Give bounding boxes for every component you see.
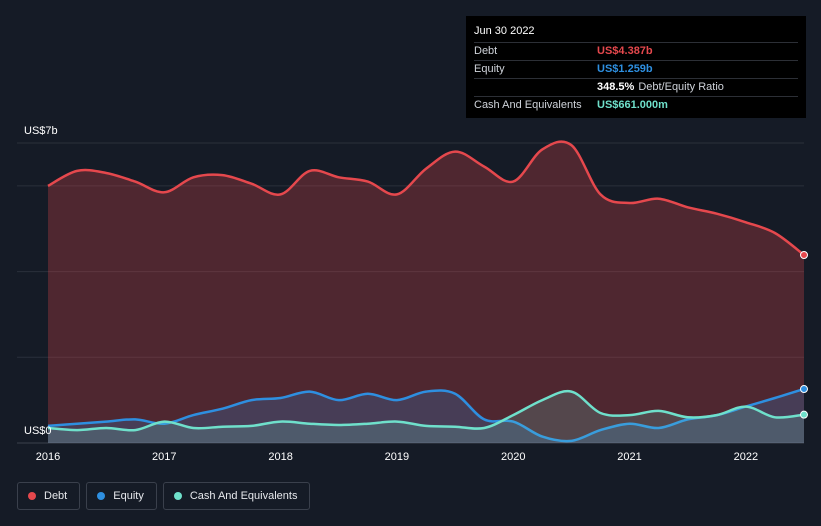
tooltip-equity-value: US$1.259b: [597, 63, 653, 75]
chart-legend: Debt Equity Cash And Equivalents: [17, 482, 311, 510]
legend-label-debt: Debt: [44, 490, 68, 502]
x-tick-2018: 2018: [268, 451, 293, 463]
tooltip-equity-label: Equity: [474, 63, 505, 75]
line-debt: [47, 140, 805, 256]
x-tick-2020: 2020: [500, 451, 526, 463]
area-equity: [48, 389, 804, 443]
x-tick-2019: 2019: [384, 451, 410, 463]
x-tick-2017: 2017: [152, 451, 177, 463]
x-tick-2022: 2022: [733, 451, 759, 463]
legend-dot-debt: [28, 492, 36, 500]
tooltip-cash-value: US$661.000m: [597, 99, 668, 111]
legend-label-cash: Cash And Equivalents: [189, 490, 298, 502]
tooltip-ratio-value: 348.5%: [597, 81, 635, 93]
tooltip-row-debt: Debt US$4.387b: [474, 42, 798, 60]
area-cash-and-equivalents: [48, 391, 804, 443]
y-axis-bottom-label: US$0: [24, 425, 52, 437]
tooltip-debt-label: Debt: [474, 45, 498, 57]
legend-dot-cash: [173, 492, 182, 500]
x-tick-2021: 2021: [617, 451, 642, 463]
tooltip-cash-label: Cash And Equivalents: [474, 99, 582, 111]
chart-tooltip: Jun 30 2022 Debt US$4.387b Equity US$1.2…: [466, 16, 806, 118]
tooltip-row-ratio: 348.5% Debt/Equity Ratio: [474, 78, 798, 96]
x-tick-2016: 2016: [35, 451, 61, 463]
tooltip-ratio-label: [474, 79, 597, 96]
tooltip-ratio-suffix: Debt/Equity Ratio: [638, 81, 724, 93]
line-cash-and-equivalents: [47, 389, 805, 432]
legend-item-debt[interactable]: Debt: [17, 482, 81, 510]
legend-label-equity: Equity: [113, 490, 144, 502]
tooltip-date: Jun 30 2022: [474, 25, 535, 37]
endpoint-debt: [800, 250, 808, 259]
tooltip-row-cash: Cash And Equivalents US$661.000m: [474, 96, 798, 114]
y-axis-top-label: US$7b: [24, 125, 58, 137]
tooltip-debt-value: US$4.387b: [597, 45, 653, 57]
area-debt: [48, 141, 804, 443]
legend-item-equity[interactable]: Equity: [86, 482, 157, 510]
legend-item-cash[interactable]: Cash And Equivalents: [162, 482, 311, 510]
endpoint-equity: [800, 385, 808, 394]
legend-dot-equity: [97, 492, 106, 500]
endpoint-cash-and-equivalents: [800, 410, 808, 419]
tooltip-row-equity: Equity US$1.259b: [474, 60, 798, 78]
